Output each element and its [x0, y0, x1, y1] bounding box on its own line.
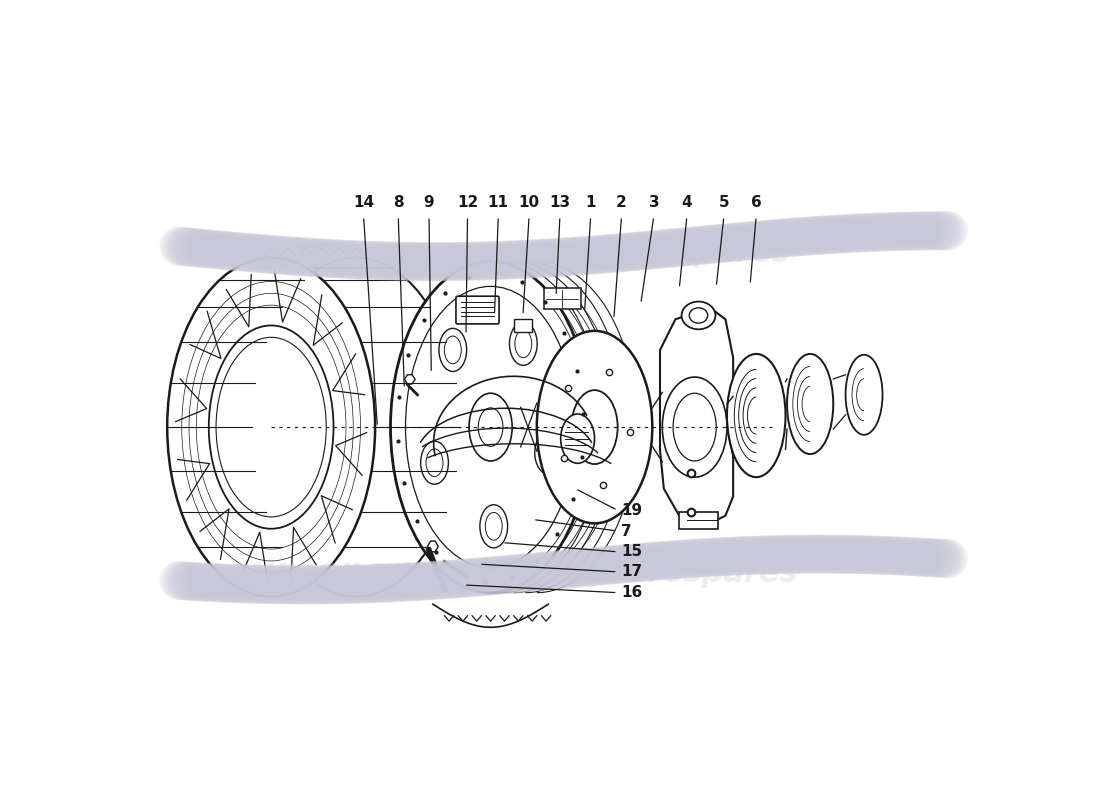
Ellipse shape	[682, 302, 715, 330]
Text: 7: 7	[621, 523, 632, 538]
Ellipse shape	[478, 408, 503, 446]
Polygon shape	[235, 258, 392, 268]
Ellipse shape	[480, 505, 507, 548]
Ellipse shape	[469, 394, 513, 461]
Polygon shape	[405, 374, 415, 384]
Ellipse shape	[390, 262, 591, 593]
Text: 9: 9	[424, 195, 434, 210]
Text: eurospares: eurospares	[227, 557, 454, 590]
Ellipse shape	[572, 390, 618, 464]
Text: 19: 19	[621, 502, 642, 518]
Text: 11: 11	[487, 195, 509, 210]
Ellipse shape	[662, 377, 727, 477]
Bar	[680, 512, 717, 529]
FancyBboxPatch shape	[455, 296, 499, 324]
Ellipse shape	[535, 431, 562, 474]
Text: 4: 4	[682, 195, 692, 210]
Polygon shape	[428, 541, 438, 552]
Text: 3: 3	[649, 195, 659, 210]
Text: 17: 17	[621, 564, 642, 579]
Text: 15: 15	[621, 544, 642, 559]
Polygon shape	[235, 258, 392, 268]
Ellipse shape	[673, 394, 716, 461]
Text: 14: 14	[353, 195, 374, 210]
Ellipse shape	[561, 414, 595, 463]
Text: 16: 16	[621, 585, 642, 600]
Ellipse shape	[439, 328, 466, 371]
Bar	[543, 288, 581, 310]
Text: 13: 13	[549, 195, 571, 210]
Ellipse shape	[167, 258, 375, 597]
Text: eurospares: eurospares	[606, 559, 799, 588]
Ellipse shape	[537, 331, 652, 523]
Text: 5: 5	[718, 195, 729, 210]
Bar	[514, 319, 532, 332]
Text: 10: 10	[518, 195, 540, 210]
Ellipse shape	[727, 354, 785, 477]
Polygon shape	[660, 308, 733, 527]
Ellipse shape	[509, 322, 537, 366]
Ellipse shape	[846, 354, 882, 435]
Text: 1: 1	[585, 195, 596, 210]
Text: 12: 12	[456, 195, 478, 210]
Ellipse shape	[786, 354, 834, 454]
Text: eurospares: eurospares	[196, 237, 424, 271]
Text: 2: 2	[616, 195, 627, 210]
Text: 6: 6	[751, 195, 761, 210]
Ellipse shape	[420, 441, 449, 484]
Text: eurospares: eurospares	[598, 239, 791, 268]
Text: 8: 8	[393, 195, 404, 210]
